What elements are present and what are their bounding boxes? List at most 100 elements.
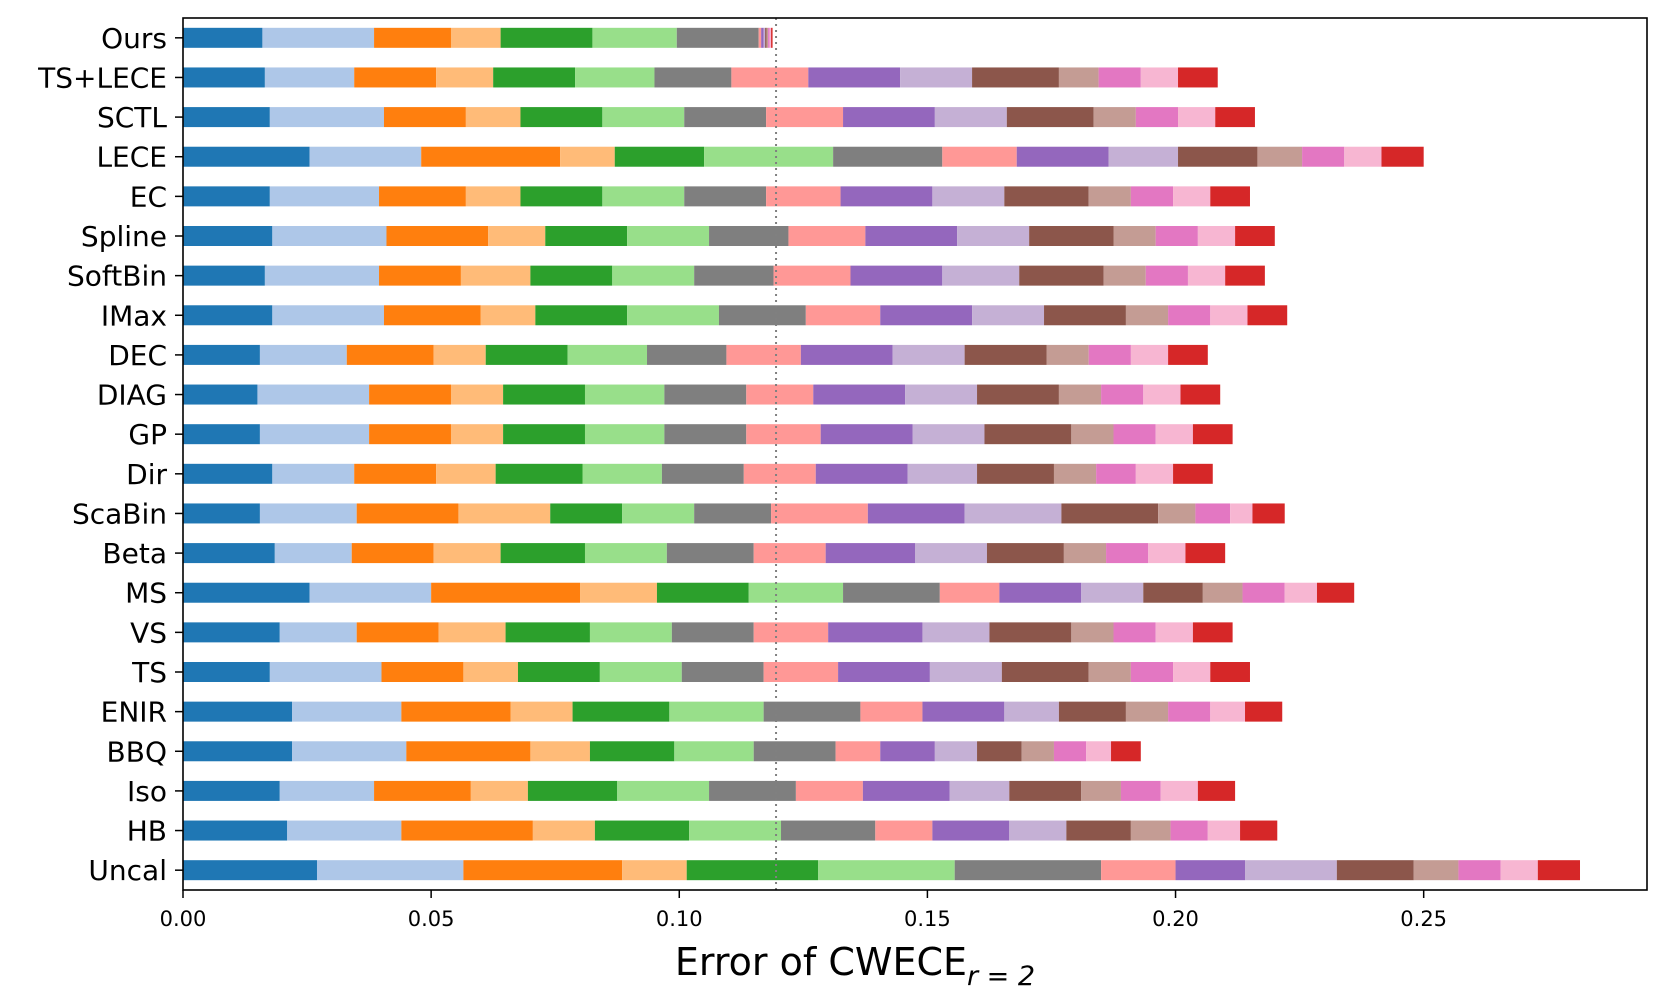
bar-segment: [183, 424, 260, 445]
bar-row-hb: [183, 820, 1278, 841]
bar-segment: [984, 424, 1072, 445]
bar-segment: [183, 662, 270, 682]
bar-segment: [1081, 780, 1121, 801]
bar-segment: [450, 424, 504, 445]
bar-segment: [664, 424, 747, 445]
bar-segment: [1009, 780, 1082, 801]
bar-segment: [977, 741, 1022, 762]
bar-segment: [183, 741, 293, 762]
x-axis-label-subscript: r = 2: [967, 961, 1035, 992]
bar-segment: [1071, 424, 1114, 445]
bar-segment: [1006, 107, 1094, 128]
y-tick-label: Uncal: [88, 854, 167, 887]
bar-segment: [589, 741, 675, 762]
bar-segment: [381, 662, 464, 682]
bar-segment: [1009, 820, 1067, 841]
bar-segment: [582, 463, 662, 484]
bar-segment: [1168, 701, 1211, 722]
bar-segment: [183, 582, 310, 603]
bar-segment: [1071, 622, 1114, 643]
bar-segment: [1413, 860, 1459, 881]
bar-segment: [356, 503, 459, 524]
bar-segment: [356, 622, 439, 643]
bar-segment: [1245, 860, 1337, 881]
bar-segment: [433, 543, 501, 564]
bar-segment: [1173, 463, 1213, 484]
bar-segment: [550, 503, 623, 524]
bar-segment: [259, 344, 347, 365]
bar-segment: [572, 701, 670, 722]
bar-segment: [431, 582, 581, 603]
bar-segment: [704, 146, 834, 167]
bar-segment: [800, 344, 893, 365]
bar-segment: [183, 226, 273, 246]
bar-segment: [763, 701, 861, 722]
bars-layer: [183, 27, 1581, 881]
bar-segment: [594, 820, 690, 841]
bar-row-ts-lece: [183, 67, 1218, 88]
bar-segment: [183, 107, 270, 128]
bar-segment: [264, 265, 380, 286]
bar-segment: [1173, 186, 1211, 207]
bar-row-uncal: [183, 860, 1581, 881]
bar-segment: [1537, 860, 1581, 881]
bar-segment: [1046, 344, 1089, 365]
bar-segment: [183, 503, 260, 524]
bar-segment: [269, 662, 382, 682]
bar-segment: [763, 27, 766, 48]
bar-segment: [686, 860, 819, 881]
bar-segment: [1093, 107, 1136, 128]
bar-segment: [1058, 701, 1126, 722]
bar-segment: [470, 780, 528, 801]
bar-segment: [183, 265, 265, 286]
bar-segment: [1178, 146, 1258, 167]
bar-segment: [463, 860, 623, 881]
bar-segment: [766, 107, 844, 128]
bar-segment: [575, 67, 655, 88]
bar-segment: [386, 226, 489, 246]
bar-segment: [1135, 107, 1179, 128]
bar-segment: [1019, 265, 1104, 286]
bar-segment: [1168, 344, 1208, 365]
bar-segment: [840, 186, 933, 207]
bar-row-ours: [183, 27, 773, 48]
bar-row-sctl: [183, 107, 1255, 128]
bar-segment: [957, 226, 1030, 246]
bar-segment: [262, 27, 375, 48]
bar-segment: [681, 662, 764, 682]
x-tick-label: 0.25: [1400, 907, 1447, 931]
bar-segment: [535, 305, 628, 326]
bar-segment: [1192, 622, 1233, 643]
bar-segment: [354, 67, 437, 88]
bar-segment: [1210, 186, 1250, 207]
bar-segment: [1088, 344, 1131, 365]
bar-segment: [1143, 582, 1203, 603]
bar-segment: [465, 107, 521, 128]
bar-segment: [1113, 226, 1156, 246]
bar-segment: [1066, 820, 1131, 841]
bar-segment: [379, 186, 466, 207]
bar-segment: [259, 503, 357, 524]
x-tick-label: 0.15: [904, 907, 951, 931]
bar-segment: [438, 622, 506, 643]
bar-segment: [892, 344, 965, 365]
bar-segment: [1058, 67, 1099, 88]
y-tick-label: LECE: [96, 141, 167, 174]
y-tick-label: TS+LECE: [37, 61, 167, 94]
bar-segment: [1185, 543, 1226, 564]
bar-segment: [589, 622, 672, 643]
bar-segment: [383, 107, 466, 128]
bar-segment: [1225, 265, 1265, 286]
bar-segment: [1180, 384, 1221, 405]
bar-segment: [838, 662, 930, 682]
bar-segment: [1155, 622, 1193, 643]
bar-segment: [942, 146, 1017, 167]
bar-segment: [1061, 503, 1159, 524]
bar-segment: [183, 27, 263, 48]
bar-segment: [932, 186, 1005, 207]
bar-segment: [374, 780, 471, 801]
bar-segment: [259, 424, 370, 445]
bar-segment: [510, 701, 573, 722]
bar-segment: [647, 344, 727, 365]
